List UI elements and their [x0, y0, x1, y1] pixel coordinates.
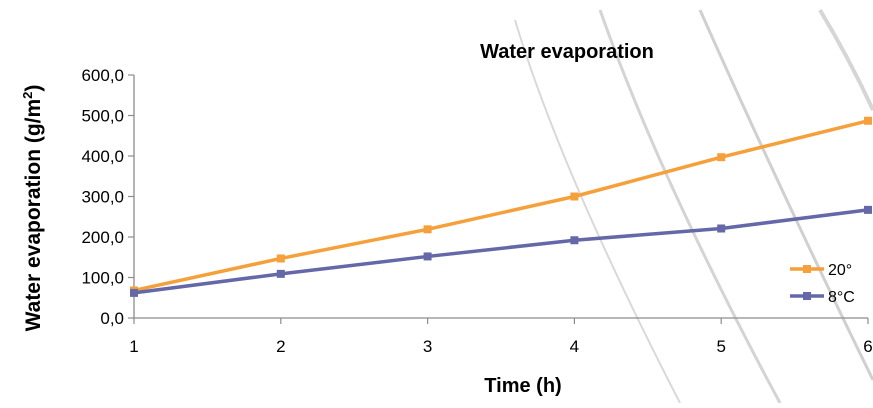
legend-swatch-marker: [803, 265, 811, 273]
y-tick-label: 600,0: [81, 66, 124, 85]
series-layer: [130, 116, 872, 297]
y-tick-label: 0,0: [100, 309, 124, 328]
x-tick-label: 2: [276, 337, 285, 356]
background-arc: [818, 8, 873, 111]
background-arc: [598, 9, 782, 404]
chart-title: Water evaporation: [480, 41, 654, 63]
data-point: [864, 205, 872, 214]
axes: [133, 75, 868, 319]
legend-label: 8°C: [828, 289, 855, 306]
data-point: [276, 254, 285, 263]
y-tick-label: 100,0: [81, 269, 124, 288]
x-tick-label: 4: [570, 337, 579, 356]
background-arcs: [514, 8, 873, 404]
x-tick-label: 3: [423, 337, 432, 356]
legend-swatch-marker: [803, 292, 811, 300]
y-tick-label: 300,0: [81, 188, 124, 207]
data-point: [423, 225, 432, 234]
legend: 20° 8°C: [790, 262, 855, 306]
series-line-2: [133, 208, 869, 295]
y-axis-ticks: 0,0 100,0 200,0 300,0 400,0 500,0 600,0: [81, 66, 134, 328]
data-point: [717, 224, 726, 233]
y-axis-label-superscript: 2: [20, 92, 35, 99]
y-tick-label: 400,0: [81, 147, 124, 166]
y-axis-label-close: ): [22, 85, 45, 92]
y-axis-label-main: Water evaporation (g/m: [22, 99, 45, 332]
x-tick-label: 1: [129, 337, 138, 356]
y-axis-label: Water evaporation (g/m2): [20, 85, 45, 332]
data-point: [276, 269, 285, 278]
data-point: [864, 116, 872, 125]
x-axis-label: Time (h): [484, 375, 561, 397]
x-axis-ticks: 1 2 3 4 5 6: [129, 318, 873, 356]
x-tick-label: 5: [716, 337, 725, 356]
data-point: [717, 153, 726, 162]
x-tick-label: 6: [863, 337, 872, 356]
series-line-1: [133, 119, 869, 293]
legend-label: 20°: [828, 262, 852, 279]
background-arc: [698, 9, 873, 381]
y-tick-label: 500,0: [81, 107, 124, 126]
y-tick-label: 200,0: [81, 228, 124, 247]
data-point: [570, 236, 579, 245]
background-arc: [514, 19, 681, 404]
data-point: [570, 192, 579, 201]
data-point: [423, 252, 432, 261]
data-point: [130, 288, 138, 297]
